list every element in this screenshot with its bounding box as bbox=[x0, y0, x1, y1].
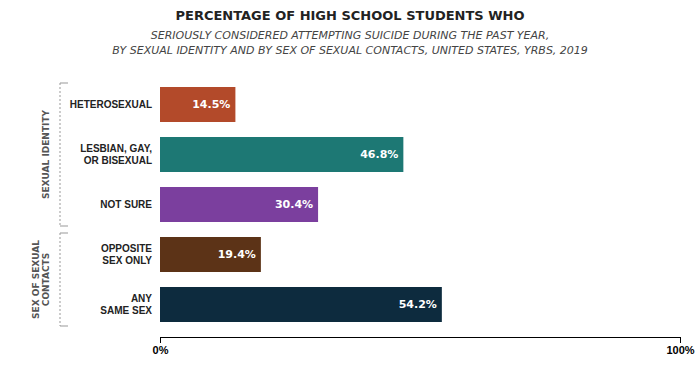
x-tick: 100% bbox=[666, 337, 694, 356]
y-tick-label: LESBIAN, GAY,OR BISEXUAL bbox=[80, 143, 152, 166]
bracket-tick bbox=[60, 233, 68, 234]
x-axis-line bbox=[161, 338, 681, 344]
subtitle: SERIOUSLY CONSIDERED ATTEMPTING SUICIDE … bbox=[151, 29, 549, 42]
y-tick-label-line: OR BISEXUAL bbox=[84, 155, 152, 166]
group-label: SEX OF SEXUALCONTACTS bbox=[31, 240, 51, 319]
group-bracket: SEX OF SEXUALCONTACTS bbox=[31, 233, 68, 326]
y-tick: LESBIAN, GAY,OR BISEXUAL bbox=[80, 143, 160, 166]
plot: 14.5% 46.8% 30.4% 19.4% 54.2% 0% 100% HETEROSEX… bbox=[31, 83, 695, 356]
chart-svg: PERCENTAGE OF HIGH SCHOOL STUDENTS WHO SE… bbox=[0, 0, 700, 371]
bar bbox=[160, 237, 261, 272]
y-tick-label-line: LESBIAN, GAY, bbox=[80, 143, 152, 154]
data-label: 46.8% bbox=[360, 148, 398, 161]
bar bbox=[160, 287, 442, 322]
y-tick: OPPOSITESEX ONLY bbox=[101, 243, 160, 266]
y-tick-label-line: SEX ONLY bbox=[102, 255, 152, 266]
y-tick: HETEROSEXUAL bbox=[70, 99, 160, 110]
subtitle: BY SEXUAL IDENTITY AND BY SEX OF SEXUAL … bbox=[112, 44, 588, 57]
y-tick-label-line: HETEROSEXUAL bbox=[70, 99, 152, 110]
y-tick-label-line: ANY bbox=[131, 293, 152, 304]
data-label: 54.2% bbox=[399, 298, 437, 311]
y-axis: HETEROSEXUAL LESBIAN, GAY,OR BISEXUAL NOT … bbox=[70, 99, 160, 316]
x-tick-mark bbox=[160, 337, 161, 343]
y-tick-label: OPPOSITESEX ONLY bbox=[101, 243, 152, 266]
y-tick-label-line: OPPOSITE bbox=[101, 243, 152, 254]
bracket-line bbox=[60, 83, 61, 226]
x-tick: 0% bbox=[153, 337, 169, 356]
y-tick-label-line: NOT SURE bbox=[100, 199, 152, 210]
y-tick-label: NOT SURE bbox=[100, 199, 152, 210]
y-tick: NOT SURE bbox=[100, 199, 160, 210]
y-tick: ANYSAME SEX bbox=[100, 293, 160, 316]
data-label: 14.5% bbox=[192, 98, 230, 111]
data-labels: 14.5% 46.8% 30.4% 19.4% 54.2% bbox=[192, 98, 437, 311]
bars bbox=[160, 87, 442, 322]
bar bbox=[160, 187, 318, 222]
y-tick-label: ANYSAME SEX bbox=[100, 293, 152, 316]
bracket-tick bbox=[60, 226, 68, 227]
group-bracket: SEXUAL IDENTITY bbox=[41, 83, 68, 226]
x-tick-label: 100% bbox=[666, 344, 694, 356]
title: PERCENTAGE OF HIGH SCHOOL STUDENTS WHO bbox=[175, 8, 524, 23]
group-label-line: SEXUAL IDENTITY bbox=[41, 109, 51, 199]
chart-container: PERCENTAGE OF HIGH SCHOOL STUDENTS WHO SE… bbox=[0, 0, 700, 371]
group-label-line: SEX OF SEXUAL bbox=[31, 240, 41, 319]
data-label: 30.4% bbox=[275, 198, 313, 211]
bar bbox=[160, 137, 403, 172]
bracket-tick bbox=[60, 326, 68, 327]
group-brackets: SEXUAL IDENTITY SEX OF SEXUALCONTACTS bbox=[31, 83, 68, 326]
x-tick-mark bbox=[680, 337, 681, 343]
y-tick-label: HETEROSEXUAL bbox=[70, 99, 152, 110]
group-label: SEXUAL IDENTITY bbox=[41, 109, 51, 199]
bracket-line bbox=[60, 233, 61, 326]
group-label-line: CONTACTS bbox=[41, 253, 51, 306]
bracket-tick bbox=[60, 83, 68, 84]
x-tick-label: 0% bbox=[153, 344, 169, 356]
data-label: 19.4% bbox=[218, 248, 256, 261]
bar bbox=[160, 87, 235, 122]
x-axis: 0% 100% bbox=[153, 337, 695, 356]
y-tick-label-line: SAME SEX bbox=[100, 305, 152, 316]
